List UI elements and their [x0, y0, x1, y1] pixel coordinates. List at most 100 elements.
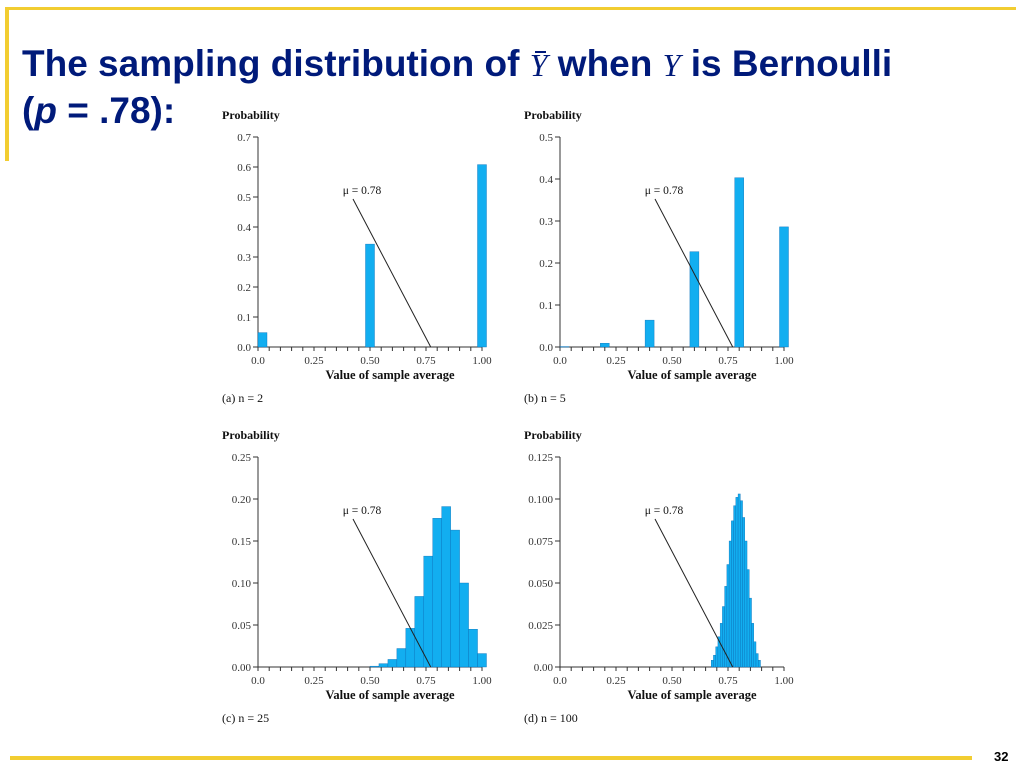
x-tick-label: 0.0 — [553, 355, 567, 367]
chart-bar — [387, 659, 398, 668]
y-axis-label: Probability — [222, 428, 280, 442]
chart-bar — [423, 555, 433, 668]
chart-bar — [710, 660, 714, 668]
x-axis-label: Value of sample average — [325, 368, 454, 382]
mu-annotation: μ = 0.78 — [645, 185, 684, 197]
mu-annotation: μ = 0.78 — [343, 185, 382, 197]
x-tick-label: 0.0 — [251, 355, 265, 367]
chart-bar — [726, 564, 730, 668]
mu-pointer-line — [352, 198, 432, 348]
y-tick-label: 0.2 — [237, 282, 251, 294]
chart-bar — [740, 500, 743, 668]
chart-bar — [369, 665, 380, 668]
x-tick-label: 0.25 — [606, 355, 626, 367]
panel-caption: (d) n = 100 — [524, 711, 578, 725]
chart-bar — [746, 569, 750, 668]
panel-caption: (a) n = 2 — [222, 391, 263, 405]
x-tick-label: 1.00 — [472, 675, 492, 687]
page-number: 32 — [994, 749, 1009, 764]
y-axis-label: Probability — [524, 428, 582, 442]
panel-caption: (b) n = 5 — [524, 391, 566, 405]
chart-bar — [459, 582, 469, 668]
chart-bar — [735, 497, 739, 668]
y-axis-label: Probability — [222, 108, 280, 122]
title-line-1: The sampling distribution of Y when Y is… — [22, 40, 892, 87]
x-tick-label: 0.50 — [662, 355, 682, 367]
chart-bar — [753, 641, 757, 668]
title-y-symbol: Y — [662, 47, 681, 83]
chart-panel-d: Probability 0.00 0.025 0.050 0.075 0.100 0.125… — [512, 422, 812, 732]
mu-pointer-line — [352, 518, 432, 668]
chart-bar — [731, 520, 734, 668]
chart-bar — [689, 251, 700, 348]
x-tick-label: 0.75 — [718, 355, 738, 367]
title-p-symbol: p — [34, 90, 57, 131]
title-text-3: is Bernoulli — [690, 43, 893, 84]
chart-bar — [779, 226, 789, 348]
mu-annotation: μ = 0.78 — [343, 505, 382, 517]
chart-bar — [396, 648, 407, 668]
bottom-rule — [10, 756, 972, 760]
chart-bar — [432, 518, 442, 668]
chart-bar — [758, 660, 761, 668]
chart-bar — [715, 646, 719, 668]
y-tick-label: 0.0 — [237, 342, 251, 354]
chart-svg: Probability 0.0 0.1 0.2 0.3 0.4 0.5 0.6 0.7 0.0 0.… — [222, 108, 492, 405]
y-tick-label: 0.0 — [539, 342, 553, 354]
chart-bar — [468, 628, 478, 668]
title-ybar-symbol: Y — [529, 47, 548, 83]
x-tick-label: 0.50 — [360, 675, 380, 687]
chart-bar — [559, 346, 570, 348]
y-tick-label: 0.125 — [528, 452, 553, 464]
x-tick-label: 0.50 — [662, 675, 682, 687]
chart-bar — [441, 506, 451, 668]
x-tick-label: 0.75 — [416, 355, 436, 367]
y-tick-label: 0.2 — [539, 258, 553, 270]
y-tick-label: 0.3 — [237, 252, 251, 264]
chart-bar — [713, 655, 716, 668]
chart-bar — [477, 164, 487, 348]
chart-panel-b: Probability 0.0 0.1 0.2 0.3 0.4 0.5 0.0 0.25 0.50… — [512, 102, 812, 412]
chart-bar — [644, 319, 655, 348]
slide-title: The sampling distribution of Y when Y is… — [22, 40, 892, 134]
chart-bar — [733, 505, 737, 668]
x-tick-label: 0.75 — [416, 675, 436, 687]
x-tick-label: 1.00 — [774, 675, 794, 687]
chart-bar — [600, 343, 610, 348]
mu-pointer-line — [654, 198, 734, 348]
chart-bar — [755, 653, 759, 668]
chart-bar — [737, 493, 741, 668]
y-tick-label: 0.05 — [232, 620, 252, 632]
x-axis-label: Value of sample average — [627, 688, 756, 702]
chart-bar — [744, 540, 748, 668]
chart-panel-a: Probability 0.0 0.1 0.2 0.3 0.4 0.5 0.6 0.7 0.0 0.… — [210, 102, 510, 412]
mu-annotation: μ = 0.78 — [645, 505, 684, 517]
x-tick-label: 0.0 — [251, 675, 265, 687]
chart-svg: Probability 0.0 0.1 0.2 0.3 0.4 0.5 0.0 0.25 0.50… — [524, 108, 794, 405]
chart-bar — [477, 653, 487, 668]
chart-bar — [365, 243, 375, 348]
chart-bar — [450, 529, 460, 668]
x-tick-label: 0.25 — [304, 355, 324, 367]
chart-bar — [414, 596, 424, 668]
x-tick-label: 1.00 — [774, 355, 794, 367]
y-tick-label: 0.10 — [232, 578, 252, 590]
mu-pointer-line — [654, 518, 734, 668]
x-axis-label: Value of sample average — [325, 688, 454, 702]
y-tick-label: 0.1 — [539, 300, 553, 312]
y-tick-label: 0.7 — [237, 132, 251, 144]
x-tick-label: 0.25 — [304, 675, 324, 687]
y-tick-label: 0.20 — [232, 494, 252, 506]
chart-bar — [378, 663, 389, 668]
y-tick-label: 0.15 — [232, 536, 252, 548]
chart-bar — [728, 540, 732, 668]
y-tick-label: 0.25 — [232, 452, 252, 464]
y-tick-label: 0.4 — [237, 222, 251, 234]
panel-caption: (c) n = 25 — [222, 711, 269, 725]
y-tick-label: 0.075 — [528, 536, 553, 548]
y-tick-label: 0.5 — [539, 132, 553, 144]
y-tick-label: 0.6 — [237, 162, 251, 174]
x-tick-label: 1.00 — [472, 355, 492, 367]
title-p-value: = .78): — [56, 90, 176, 131]
x-tick-label: 0.50 — [360, 355, 380, 367]
